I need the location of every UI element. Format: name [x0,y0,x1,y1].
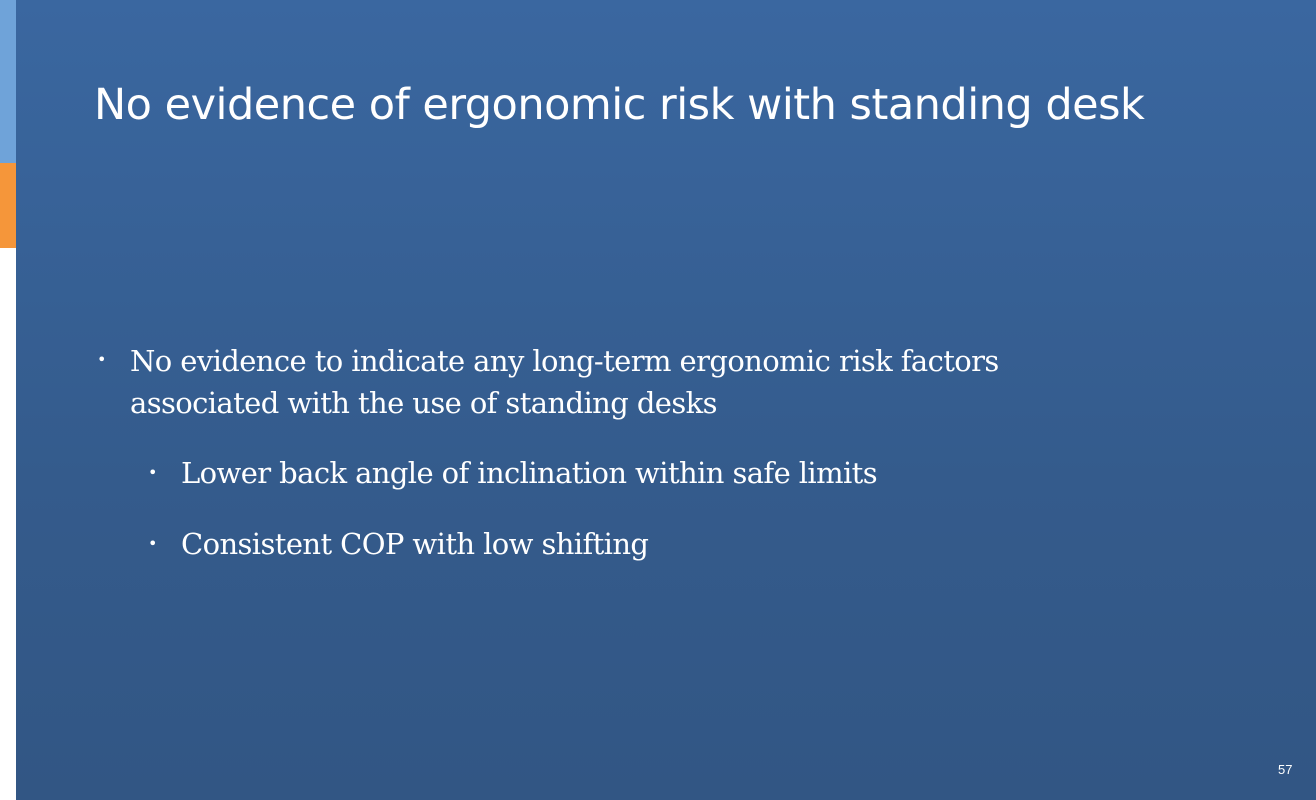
accent-bar-blue [0,0,16,163]
bullet-text-line-1: No evidence to indicate any long-term er… [130,344,999,378]
sub-bullet-text: Consistent COP with low shifting [181,527,649,561]
page-number: 57 [1278,762,1293,777]
slide-content-panel [16,0,1316,800]
bullet-marker: • [97,350,107,369]
bullet-text-line-2: associated with the use of standing desk… [130,386,718,420]
sub-bullet-text: Lower back angle of inclination within s… [181,456,878,490]
accent-bar-orange [0,163,16,248]
slide-title: No evidence of ergonomic risk with stand… [94,80,1145,130]
sub-bullet-marker: • [148,463,158,482]
sub-bullet-marker: • [148,534,158,553]
